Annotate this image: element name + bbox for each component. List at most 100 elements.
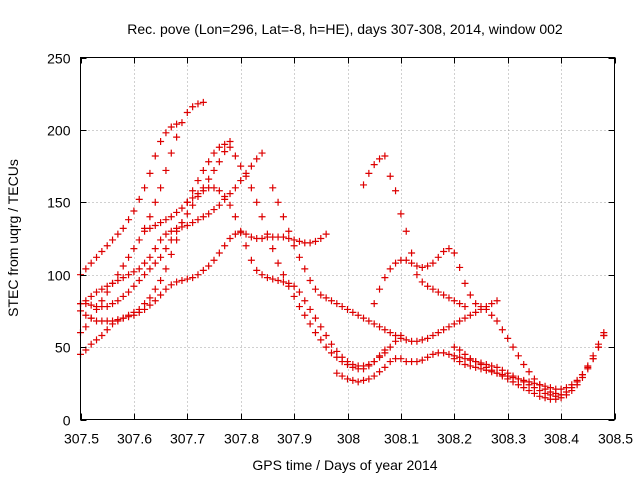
data-point (392, 187, 400, 195)
series-sat-a (77, 198, 191, 358)
data-point (413, 271, 421, 279)
data-point (189, 194, 197, 202)
data-point (493, 297, 501, 305)
data-point (498, 326, 506, 334)
data-point (210, 184, 218, 192)
data-point (205, 262, 213, 270)
data-point (215, 201, 223, 209)
y-tick-label: 150 (47, 195, 71, 211)
data-point (520, 384, 528, 392)
data-point (263, 274, 271, 282)
data-point (434, 288, 442, 296)
data-point (237, 227, 245, 235)
data-point (151, 198, 159, 206)
data-point (445, 323, 453, 331)
data-point (354, 311, 362, 319)
data-point (162, 129, 170, 137)
data-point (167, 281, 175, 289)
data-point (109, 317, 117, 325)
data-point (578, 371, 586, 379)
data-point (376, 285, 384, 293)
data-point (125, 271, 133, 279)
data-point (205, 175, 213, 183)
data-point (221, 242, 229, 250)
data-point (295, 253, 303, 261)
data-point (151, 285, 159, 293)
data-point (365, 362, 373, 370)
data-point (279, 213, 287, 221)
data-point (199, 213, 207, 221)
data-point (151, 259, 159, 267)
data-point (290, 292, 298, 300)
data-point (562, 384, 570, 392)
data-point (194, 193, 202, 201)
data-point (327, 349, 335, 357)
data-point (381, 326, 389, 334)
data-point (311, 314, 319, 322)
data-point (103, 282, 111, 290)
data-point (253, 155, 261, 163)
data-point (295, 237, 303, 245)
data-point (178, 219, 186, 227)
data-point (194, 100, 202, 108)
data-point (338, 372, 346, 380)
data-point (370, 320, 378, 328)
data-point (311, 285, 319, 293)
data-point (151, 245, 159, 253)
data-point (114, 316, 122, 324)
series-sat-n (360, 152, 469, 311)
data-point (509, 343, 517, 351)
data-point (450, 355, 458, 363)
data-point (189, 201, 197, 209)
data-point (301, 265, 309, 273)
x-tick-label: 307.7 (170, 431, 205, 447)
data-point (173, 120, 181, 128)
data-point (488, 300, 496, 308)
data-point (445, 350, 453, 358)
data-point (333, 300, 341, 308)
data-point (162, 166, 170, 174)
x-tick-label: 307.8 (224, 431, 259, 447)
data-point (327, 340, 335, 348)
data-point (141, 184, 149, 192)
data-point (392, 259, 400, 267)
data-point (226, 190, 234, 198)
data-point (589, 355, 597, 363)
data-point (461, 303, 469, 311)
series-sat-l (77, 137, 234, 311)
data-point (183, 221, 191, 229)
data-point (440, 248, 448, 256)
data-point (397, 355, 405, 363)
grid-lines (80, 57, 615, 420)
data-point (456, 300, 464, 308)
data-point (226, 235, 234, 242)
y-tick-label: 250 (47, 51, 71, 67)
data-point (445, 245, 453, 253)
data-point (317, 336, 325, 344)
data-point (130, 311, 138, 319)
data-point (119, 224, 127, 232)
x-tick-label: 308.3 (491, 431, 526, 447)
data-point (135, 308, 143, 316)
data-point (178, 276, 186, 284)
data-point (173, 278, 181, 286)
data-point (221, 148, 229, 156)
data-point (365, 169, 373, 177)
data-point (82, 323, 90, 331)
data-point (151, 221, 159, 229)
data-point (440, 291, 448, 299)
data-point (317, 235, 325, 242)
data-point (98, 285, 106, 293)
data-point (333, 369, 341, 377)
data-point (119, 262, 127, 270)
data-point (482, 303, 490, 311)
data-point (445, 294, 453, 302)
data-point (183, 275, 191, 283)
data-point (525, 378, 533, 386)
data-point (344, 360, 351, 368)
data-point (274, 198, 282, 206)
data-point (199, 266, 207, 274)
data-point (349, 376, 357, 384)
data-point (141, 259, 149, 267)
data-point (146, 265, 154, 273)
